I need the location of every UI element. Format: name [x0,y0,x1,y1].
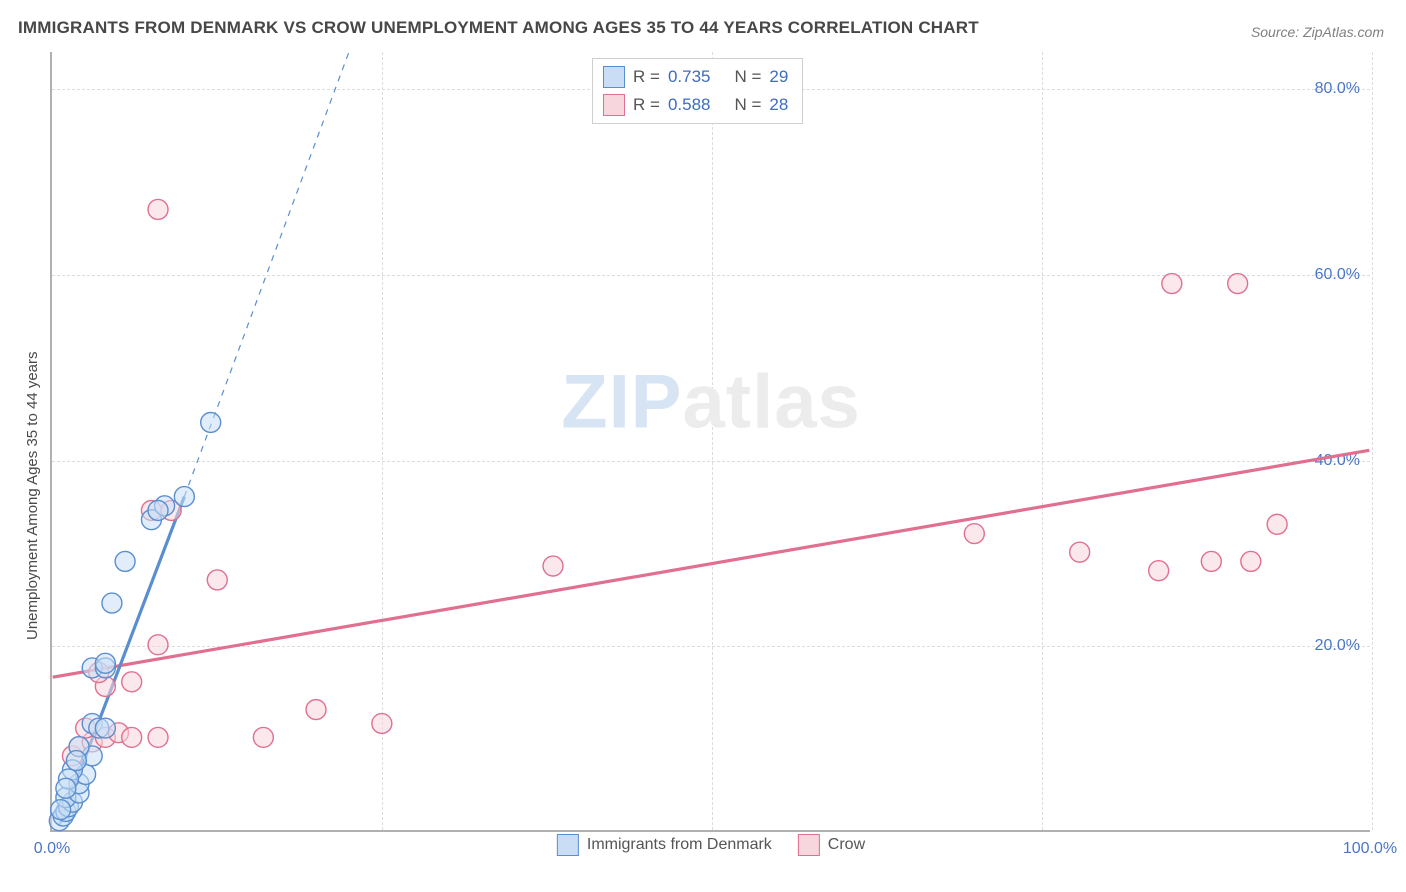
n-label: N = [734,95,761,115]
scatter-point-blue [174,487,194,507]
r-value-pink: 0.588 [668,95,711,115]
scatter-point-pink [148,199,168,219]
scatter-point-pink [1070,542,1090,562]
stats-legend: R = 0.735 N = 29 R = 0.588 N = 28 [592,58,803,124]
scatter-point-pink [122,672,142,692]
scatter-point-blue [148,500,168,520]
swatch-blue-icon [557,834,579,856]
legend-item-blue: Immigrants from Denmark [557,834,772,856]
scatter-point-blue [201,413,221,433]
source-name: ZipAtlas.com [1303,24,1384,40]
source-attribution: Source: ZipAtlas.com [1251,24,1384,40]
scatter-point-pink [306,700,326,720]
scatter-point-pink [543,556,563,576]
source-prefix: Source: [1251,24,1303,40]
scatter-point-blue [66,751,86,771]
stats-row-blue: R = 0.735 N = 29 [603,63,788,91]
scatter-point-pink [148,635,168,655]
scatter-point-blue [51,800,71,820]
swatch-pink-icon [798,834,820,856]
r-label: R = [633,67,660,87]
n-label: N = [734,67,761,87]
legend-label-pink: Crow [828,836,865,854]
scatter-point-pink [253,727,273,747]
scatter-point-pink [1267,514,1287,534]
swatch-blue-icon [603,66,625,88]
chart-plot-area: 20.0%40.0%60.0%80.0% 0.0% 100.0% ZIPatla… [50,52,1370,832]
r-value-blue: 0.735 [668,67,711,87]
scatter-point-pink [122,727,142,747]
legend-label-blue: Immigrants from Denmark [587,836,772,854]
r-label: R = [633,95,660,115]
stats-row-pink: R = 0.588 N = 28 [603,91,788,119]
scatter-point-pink [1149,561,1169,581]
scatter-point-pink [372,714,392,734]
scatter-svg [52,52,1370,830]
scatter-point-blue [115,551,135,571]
x-tick-0: 0.0% [34,840,70,858]
scatter-point-blue [56,778,76,798]
scatter-point-pink [1241,551,1261,571]
scatter-point-blue [95,718,115,738]
x-tick-100: 100.0% [1343,840,1397,858]
n-value-blue: 29 [769,67,788,87]
scatter-point-pink [964,524,984,544]
n-value-pink: 28 [769,95,788,115]
trend-line-pink [53,450,1370,677]
scatter-point-pink [148,727,168,747]
scatter-point-pink [1201,551,1221,571]
scatter-point-pink [1228,274,1248,294]
swatch-pink-icon [603,94,625,116]
legend-item-pink: Crow [798,834,865,856]
gridline-v [1372,52,1373,830]
scatter-point-pink [207,570,227,590]
chart-title: IMMIGRANTS FROM DENMARK VS CROW UNEMPLOY… [18,18,979,38]
scatter-point-blue [95,653,115,673]
scatter-point-pink [1162,274,1182,294]
scatter-point-blue [102,593,122,613]
series-legend: Immigrants from Denmark Crow [557,834,865,856]
y-axis-label: Unemployment Among Ages 35 to 44 years [24,351,41,640]
